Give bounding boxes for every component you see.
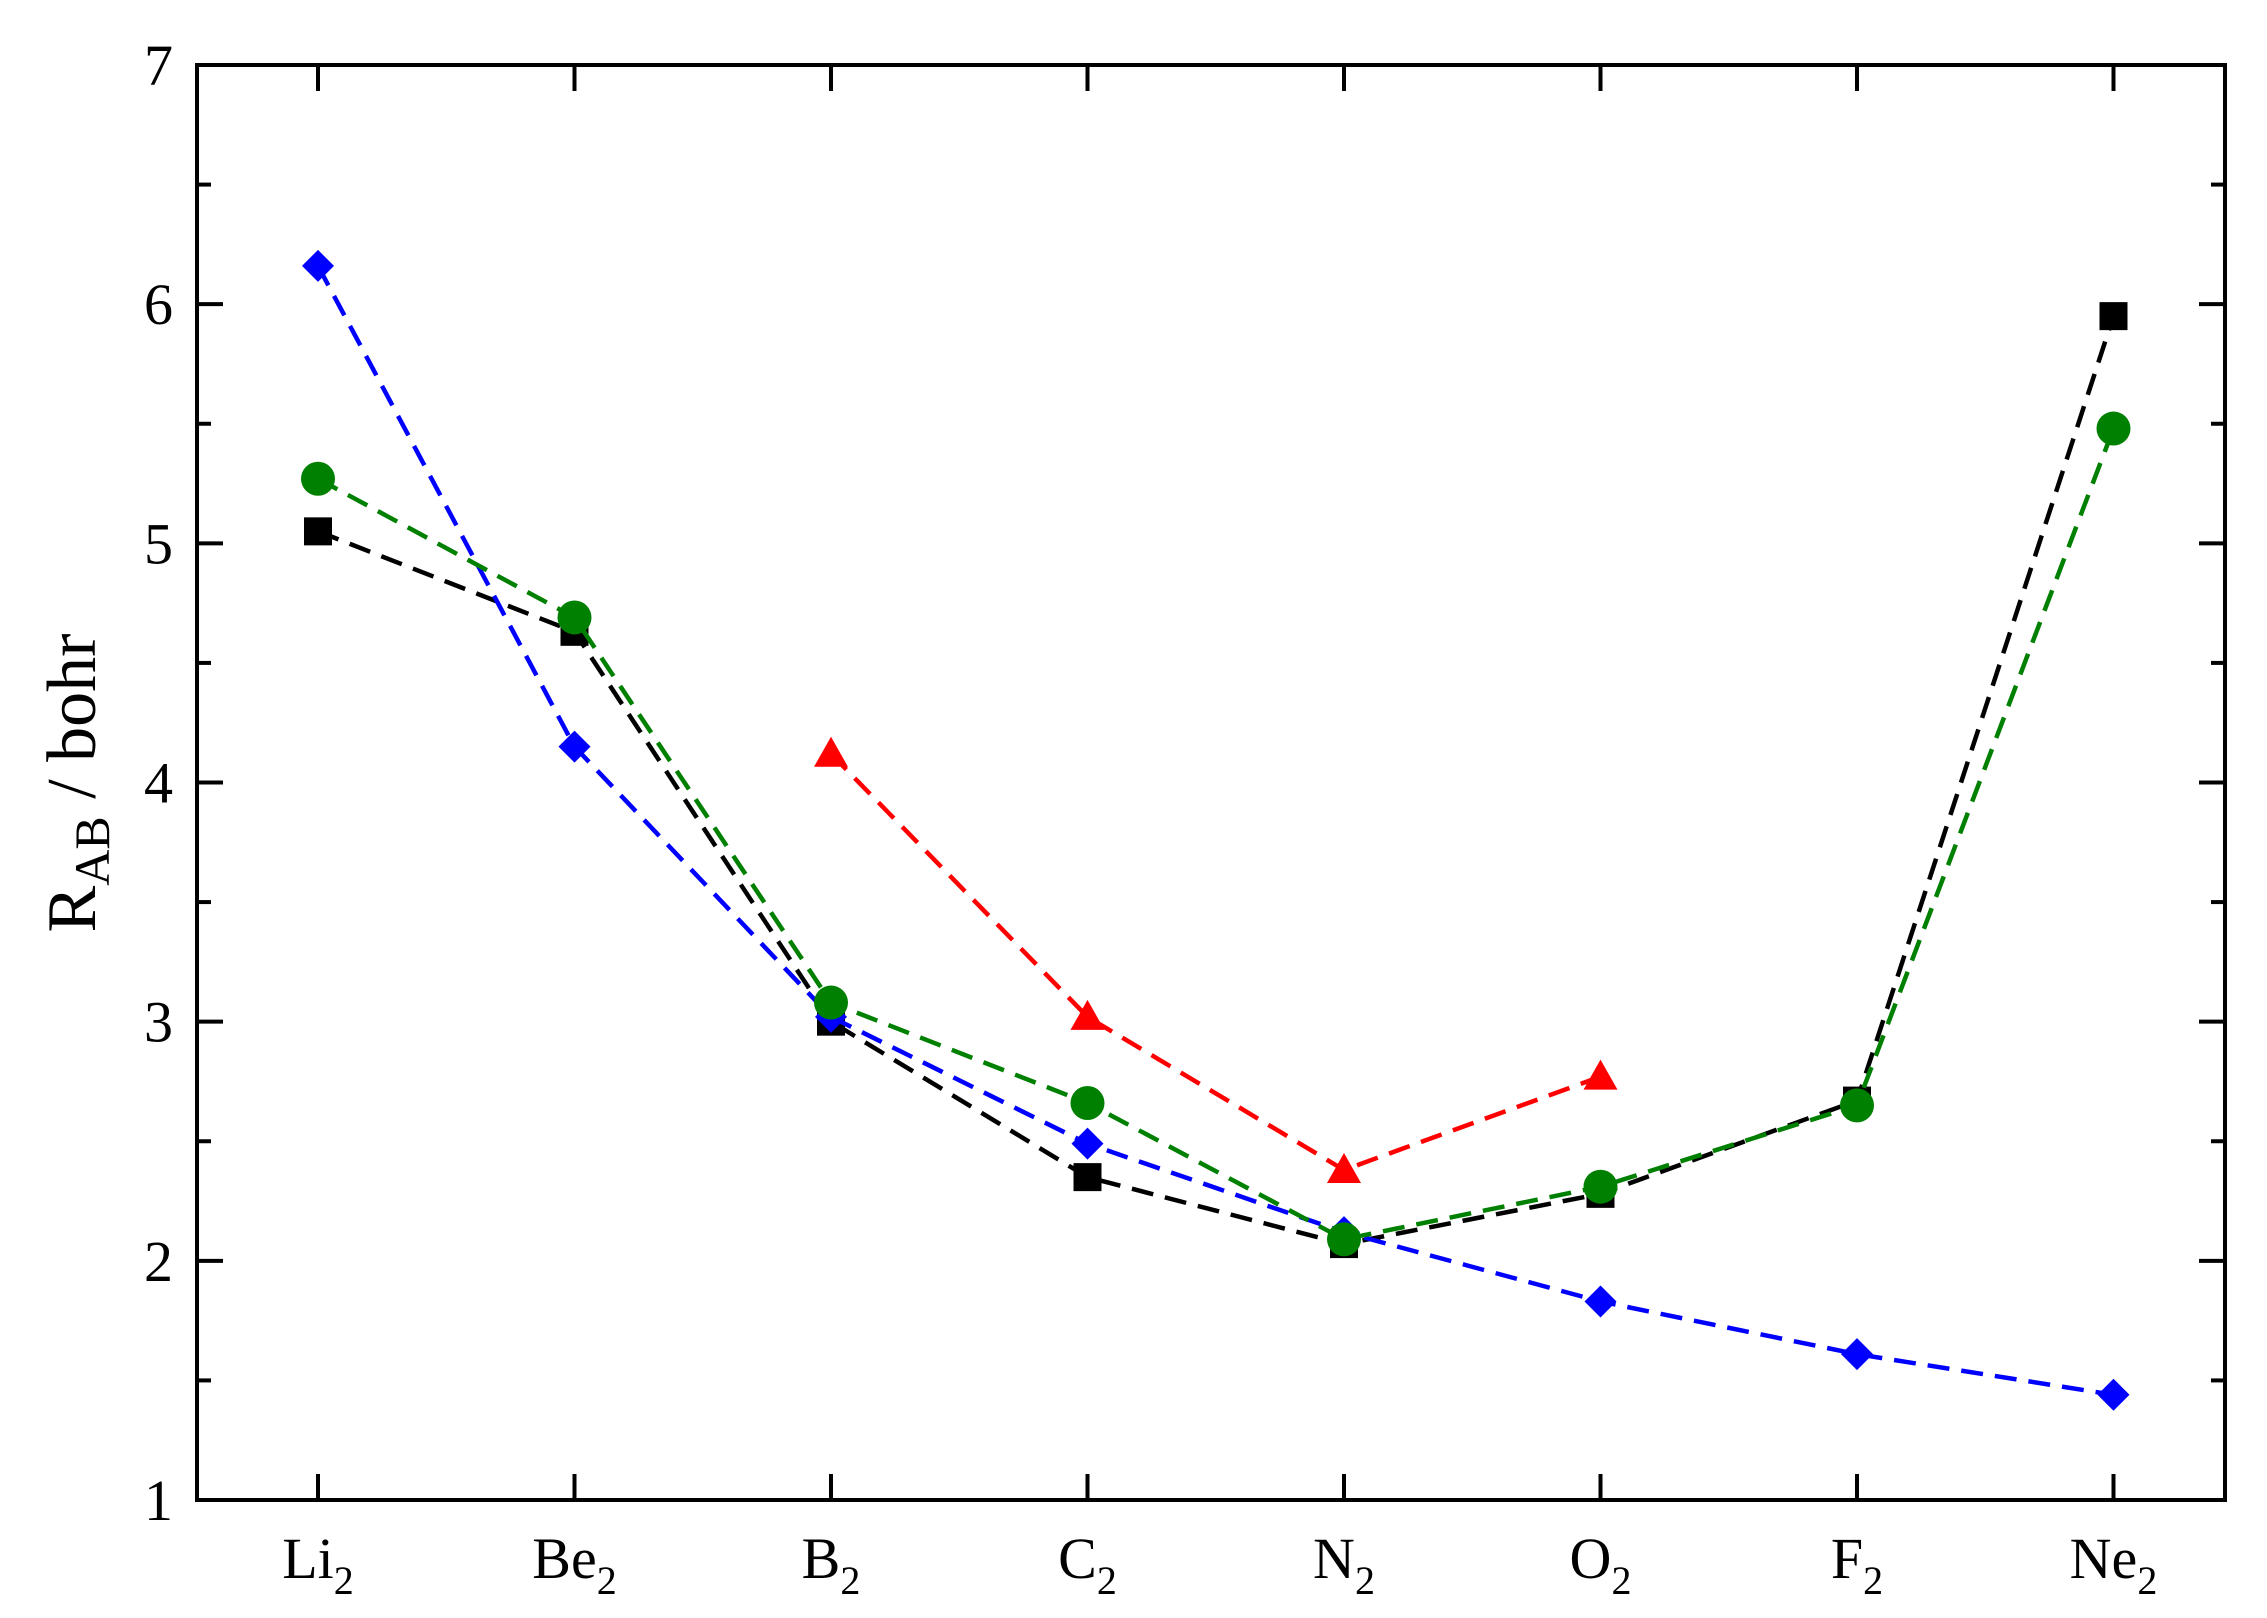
- x-tick-label: N2: [1313, 1526, 1375, 1603]
- data-point-diamond: [1584, 1285, 1617, 1318]
- y-tick-label: 5: [144, 511, 173, 576]
- data-point-diamond: [1841, 1338, 1873, 1371]
- data-point-diamond: [1071, 1127, 1104, 1160]
- data-point-square: [304, 517, 332, 546]
- axes-layer: 1 2 3 4 5 6 7 Li2 Be2 B2 C2 N2 O2 F2 Ne2: [144, 33, 2227, 1603]
- series-line: [829, 752, 1602, 1173]
- y-tick-label: 4: [144, 751, 173, 816]
- data-point-circle: [1327, 1222, 1361, 1257]
- data-point-triangle: [1070, 999, 1105, 1030]
- x-tick-label: O2: [1570, 1526, 1632, 1603]
- data-point-triangle: [814, 736, 848, 767]
- data-point-diamond: [558, 730, 591, 763]
- y-tick-label: 1: [144, 1468, 173, 1533]
- series-line: [317, 315, 2116, 1247]
- data-point-triangle: [1583, 1059, 1618, 1090]
- data-point-triangle: [1327, 1152, 1361, 1183]
- data-point-circle: [301, 461, 335, 496]
- data-point-diamond: [302, 249, 334, 282]
- data-point-circle: [557, 600, 592, 635]
- data-point-circle: [2096, 411, 2131, 446]
- series-circle: [301, 411, 2131, 1257]
- series-line: [316, 427, 2116, 1242]
- y-tick-label: 7: [144, 33, 173, 98]
- x-tick-label: C2: [1058, 1526, 1117, 1603]
- data-point-circle: [1583, 1169, 1618, 1204]
- data-point-circle: [1070, 1085, 1105, 1120]
- x-tick-label: Be2: [532, 1526, 616, 1603]
- series-triangle: [814, 736, 1618, 1183]
- data-point-circle: [814, 985, 848, 1020]
- y-tick-label: 3: [144, 990, 173, 1055]
- data-point-square: [2099, 302, 2128, 331]
- series-line: [316, 264, 2114, 1397]
- data-point-circle: [1840, 1088, 1874, 1123]
- x-tick-label: Ne2: [2070, 1526, 2158, 1603]
- x-tick-label: B2: [802, 1526, 861, 1603]
- y-tick-label: 2: [144, 1229, 173, 1294]
- series-layer: [301, 249, 2131, 1411]
- data-point-square: [1073, 1163, 1102, 1192]
- y-tick-label: 6: [144, 272, 173, 337]
- x-tick-label: F2: [1831, 1526, 1883, 1603]
- plot-frame: [195, 63, 2227, 1502]
- x-tick-label: Li2: [282, 1526, 354, 1603]
- y-axis-label: RAB / bohr: [34, 634, 120, 933]
- data-point-diamond: [2097, 1378, 2130, 1411]
- series-diamond: [302, 249, 2130, 1411]
